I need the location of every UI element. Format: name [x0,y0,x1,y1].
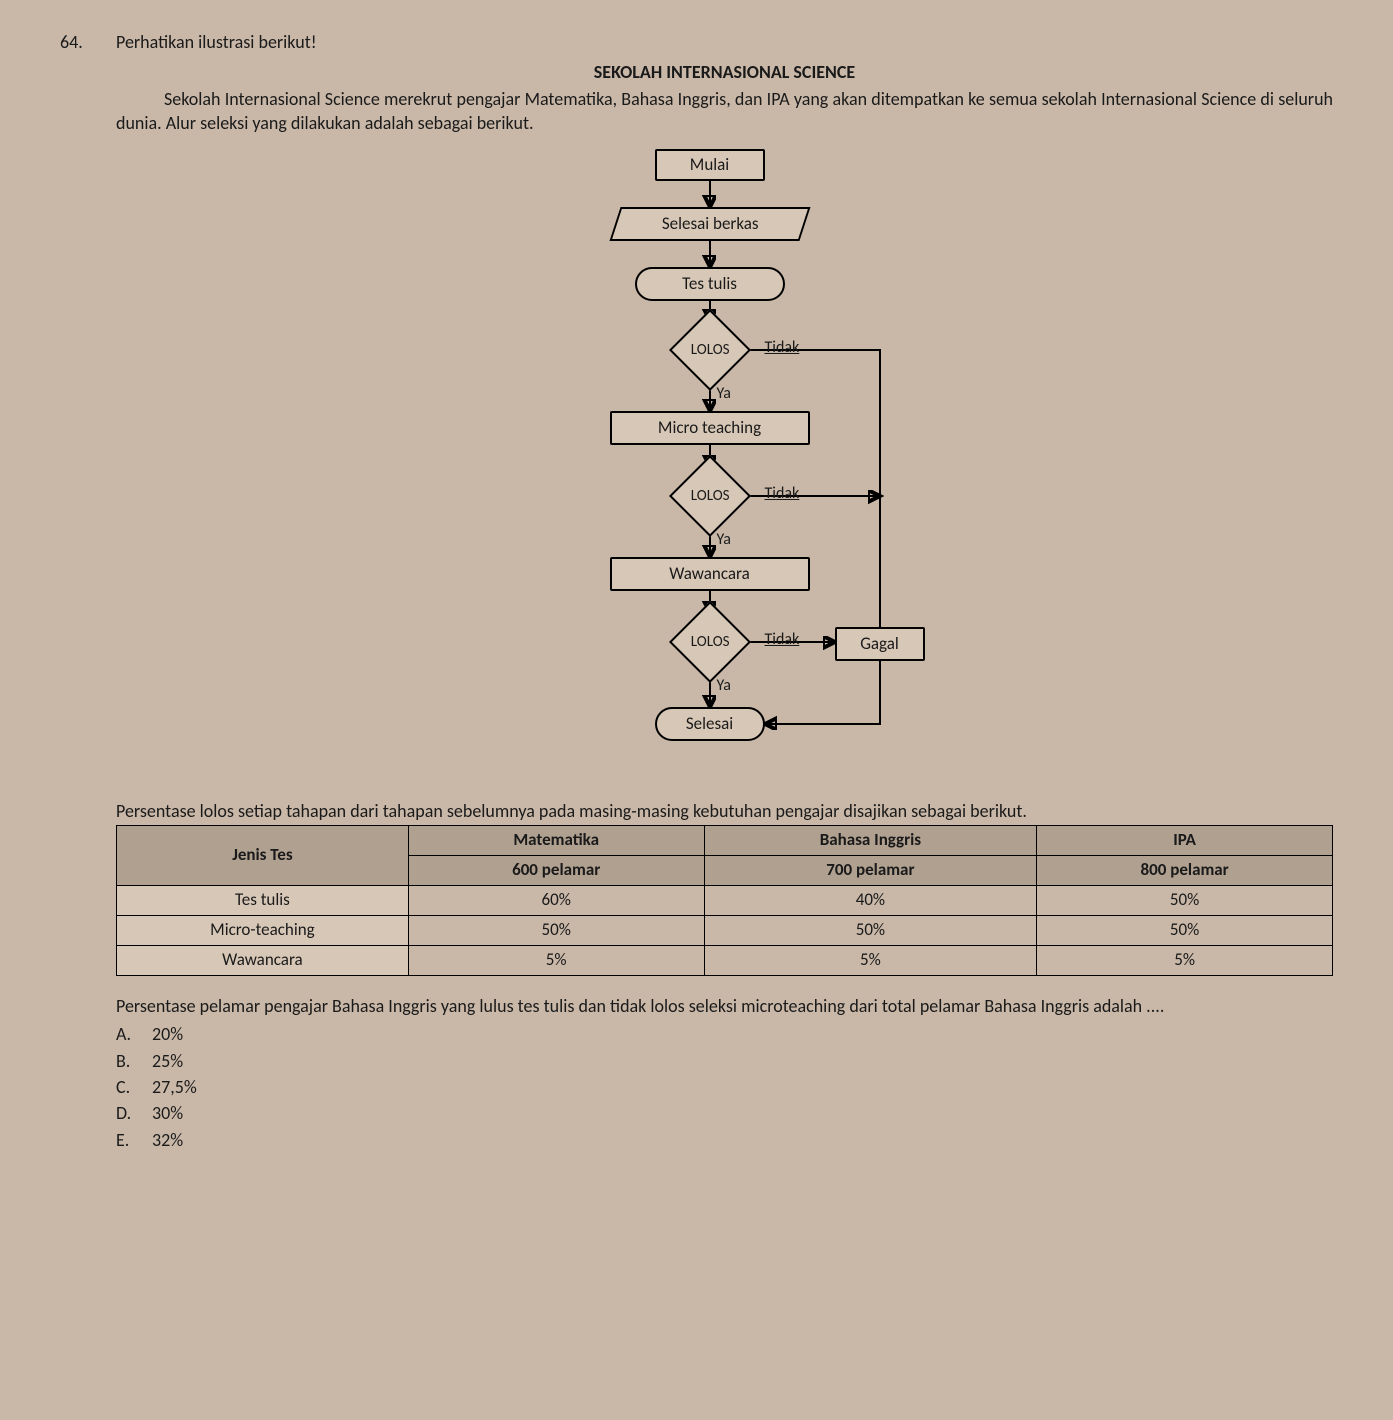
option-letter: B. [116,1049,138,1073]
table-row: Tes tulis 60% 40% 50% [117,886,1333,916]
option-e[interactable]: E. 32% [116,1128,1333,1152]
flow-node-wawancara: Wawancara [610,557,810,591]
cell: 5% [408,946,704,976]
edge-label-tidak: Tidak [765,483,800,505]
option-letter: E. [116,1128,138,1152]
flowchart: Mulai Selesai berkas Tes tulis LOLOS Tid… [505,149,945,789]
cell: 50% [1037,916,1333,946]
option-letter: A. [116,1022,138,1046]
option-text: 20% [152,1022,183,1046]
cell: 50% [1037,886,1333,916]
final-question: Persentase pelamar pengajar Bahasa Inggr… [116,994,1333,1018]
option-letter: D. [116,1101,138,1125]
cell: 5% [1037,946,1333,976]
table-sub-matematika: 600 pelamar [408,856,704,886]
option-text: 30% [152,1101,183,1125]
cell: 50% [408,916,704,946]
flow-node-label: LOLOS [690,486,729,506]
option-text: 27,5% [152,1075,197,1099]
flow-node-selesai: Selesai [655,707,765,741]
table-sub-ipa: 800 pelamar [1037,856,1333,886]
option-b[interactable]: B. 25% [116,1049,1333,1073]
option-letter: C. [116,1075,138,1099]
flow-node-berkas: Selesai berkas [609,207,810,241]
option-a[interactable]: A. 20% [116,1022,1333,1046]
flow-node-start: Mulai [655,149,765,181]
flow-node-label: Gagal [860,633,899,656]
flow-node-label: Micro teaching [658,417,761,440]
edge-label-tidak: Tidak [765,629,800,651]
cell: 5% [704,946,1037,976]
option-text: 25% [152,1049,183,1073]
table-col-jenis-tes: Jenis Tes [117,826,409,886]
cell: 60% [408,886,704,916]
cell: 40% [704,886,1037,916]
flow-node-label: Tes tulis [682,273,737,296]
flow-node-label: Selesai [686,713,733,736]
table-body: Tes tulis 60% 40% 50% Micro-teaching 50%… [117,886,1333,976]
flow-node-gagal: Gagal [835,627,925,661]
edge-label-ya: Ya [717,529,731,551]
answer-options: A. 20% B. 25% C. 27,5% D. 30% E. 32% [116,1022,1333,1151]
flow-node-decision-2: LOLOS [668,455,750,537]
flow-node-decision-3: LOLOS [668,601,750,683]
post-paragraph: Persentase lolos setiap tahapan dari tah… [116,799,1333,823]
row-label: Wawancara [117,946,409,976]
table-header: Jenis Tes Matematika Bahasa Inggris IPA … [117,826,1333,886]
flow-node-label: Selesai berkas [661,213,758,236]
table-row: Micro-teaching 50% 50% 50% [117,916,1333,946]
flow-node-label: Wawancara [669,563,750,586]
table-sub-bahasa-inggris: 700 pelamar [704,856,1037,886]
flow-node-label: Mulai [690,154,729,177]
flow-node-decision-1: LOLOS [668,309,750,391]
table-col-bahasa-inggris: Bahasa Inggris [704,826,1037,856]
edge-label-tidak: Tidak [765,337,800,359]
table-col-matematika: Matematika [408,826,704,856]
document-title: SEKOLAH INTERNASIONAL SCIENCE [116,60,1333,84]
flow-node-testulis: Tes tulis [635,267,785,301]
option-c[interactable]: C. 27,5% [116,1075,1333,1099]
cell: 50% [704,916,1037,946]
percentage-table: Jenis Tes Matematika Bahasa Inggris IPA … [116,825,1333,976]
question-lead: Perhatikan ilustrasi berikut! [116,30,1333,54]
edge-label-ya: Ya [717,383,731,405]
row-label: Micro-teaching [117,916,409,946]
table-col-ipa: IPA [1037,826,1333,856]
question-number: 64. [60,30,96,1152]
table-row: Wawancara 5% 5% 5% [117,946,1333,976]
flow-node-label: LOLOS [690,632,729,652]
flow-node-label: LOLOS [690,340,729,360]
intro-paragraph: Sekolah Internasional Science merekrut p… [116,87,1333,136]
option-text: 32% [152,1128,183,1152]
question-container: 64. Perhatikan ilustrasi berikut! SEKOLA… [60,30,1333,1152]
option-d[interactable]: D. 30% [116,1101,1333,1125]
edge-label-ya: Ya [717,675,731,697]
row-label: Tes tulis [117,886,409,916]
question-body: Perhatikan ilustrasi berikut! SEKOLAH IN… [116,30,1333,1152]
flow-node-micro: Micro teaching [610,411,810,445]
